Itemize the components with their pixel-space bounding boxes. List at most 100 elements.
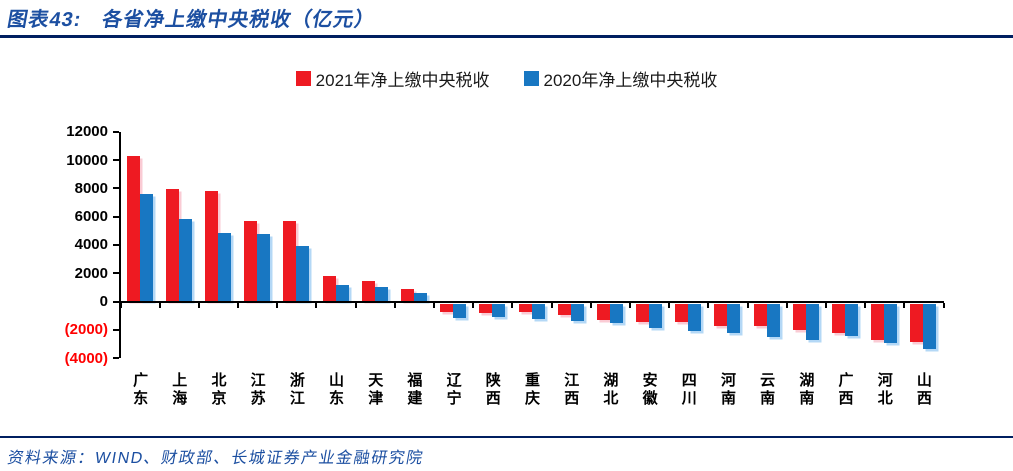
legend-label-2020: 2020年净上缴中央税收 — [543, 71, 718, 90]
bar-2020-北京 — [217, 232, 231, 302]
bar-2021-天津 — [361, 280, 375, 302]
y-axis-tick-label: 10000 — [66, 151, 108, 169]
x-axis-label-河北: 河北 — [875, 372, 893, 408]
bar-2021-江西 — [557, 303, 571, 316]
x-axis-tick — [237, 303, 240, 308]
bar-2021-北京 — [204, 191, 218, 302]
x-axis-tick — [668, 303, 671, 308]
x-axis-label-江苏: 江苏 — [248, 372, 266, 408]
bar-2020-广东 — [139, 193, 153, 302]
y-axis-tick — [113, 243, 119, 246]
legend-label-2021: 2021年净上缴中央税收 — [315, 71, 490, 90]
bar-2021-河北 — [871, 303, 885, 340]
legend-swatch-blue — [523, 71, 539, 86]
y-axis-tick — [113, 215, 119, 218]
y-axis-tick — [113, 187, 119, 190]
y-axis-tick — [113, 272, 119, 275]
source-note: 资料来源：WIND、财政部、长城证券产业金融研究院 — [6, 444, 426, 468]
bar-2021-湖南 — [792, 303, 806, 331]
x-axis-label-辽宁: 辽宁 — [444, 372, 462, 408]
bar-2021-四川 — [675, 303, 689, 322]
x-axis-label-广东: 广东 — [131, 372, 149, 408]
bar-2020-山西 — [923, 303, 937, 350]
y-axis-tick-label: (2000) — [64, 321, 108, 339]
bar-2021-云南 — [753, 303, 767, 327]
x-axis-label-重庆: 重庆 — [523, 372, 540, 408]
x-axis-line — [118, 300, 944, 303]
x-axis-tick — [942, 303, 945, 308]
y-axis-tick-label: 8000 — [74, 179, 108, 197]
x-axis-label-天津: 天津 — [366, 372, 384, 408]
y-axis-tick-label: 4000 — [74, 236, 108, 254]
x-axis-tick — [197, 303, 200, 308]
title-divider — [0, 35, 1013, 38]
x-axis-tick — [472, 303, 475, 308]
bar-2020-湖北 — [609, 303, 623, 324]
bar-2020-湖南 — [805, 303, 819, 341]
bar-2021-重庆 — [518, 303, 532, 313]
x-axis-label-浙江: 浙江 — [287, 372, 305, 408]
y-axis-tick — [113, 357, 119, 360]
x-axis-label-北京: 北京 — [209, 372, 227, 408]
x-axis-tick — [550, 303, 553, 308]
x-axis-label-四川: 四川 — [679, 372, 697, 408]
legend-item-2021: 2021年净上缴中央税收 — [295, 66, 490, 91]
y-axis-tick-label: 0 — [99, 293, 108, 310]
bar-2021-湖北 — [596, 303, 610, 321]
x-axis-label-湖北: 湖北 — [601, 372, 619, 408]
bar-2021-安徽 — [636, 303, 650, 322]
bar-2020-广西 — [845, 303, 859, 337]
x-axis-tick — [903, 303, 906, 308]
x-axis-label-湖南: 湖南 — [797, 372, 815, 408]
x-axis-tick — [393, 303, 396, 308]
x-axis-label-云南: 云南 — [758, 372, 776, 408]
x-axis-tick — [864, 303, 867, 308]
bar-2020-浙江 — [296, 245, 310, 302]
x-axis-tick — [707, 303, 710, 308]
x-axis-tick — [824, 303, 827, 308]
bar-2021-福建 — [400, 288, 414, 302]
x-axis-tick — [354, 303, 357, 308]
x-axis-tick — [315, 303, 318, 308]
x-axis-label-河南: 河南 — [718, 372, 736, 408]
x-axis-label-广西: 广西 — [836, 372, 854, 408]
bar-2020-河北 — [884, 303, 898, 344]
x-axis-label-山东: 山东 — [327, 372, 345, 408]
x-axis-label-上海: 上海 — [170, 372, 188, 408]
bar-2021-江苏 — [244, 220, 258, 302]
source-note-text: 资料来源：WIND、财政部、长城证券产业金融研究院 — [6, 450, 426, 467]
y-axis-tick — [113, 130, 119, 133]
bar-2020-上海 — [178, 219, 192, 302]
legend-item-2020: 2020年净上缴中央税收 — [523, 66, 718, 91]
bar-2021-广西 — [832, 303, 846, 333]
x-axis-tick — [785, 303, 788, 308]
x-axis-tick — [589, 303, 592, 308]
x-axis-label-山西: 山西 — [914, 372, 932, 408]
y-axis-tick-label: 6000 — [74, 208, 108, 226]
bar-2020-天津 — [374, 286, 388, 302]
y-axis-tick — [113, 159, 119, 161]
x-axis-label-江西: 江西 — [562, 372, 580, 408]
y-axis-tick — [113, 328, 119, 331]
bar-2020-重庆 — [531, 303, 545, 320]
bar-2021-上海 — [165, 189, 179, 302]
chart-legend: 2021年净上缴中央税收 2020年净上缴中央税收 — [0, 66, 1013, 91]
bar-2020-福建 — [413, 292, 427, 302]
x-axis-tick — [433, 303, 436, 308]
bar-2021-山西 — [910, 303, 924, 342]
x-axis-tick — [119, 303, 122, 308]
y-axis-tick-label: (4000) — [64, 349, 108, 367]
bar-2021-辽宁 — [440, 303, 454, 312]
bar-2020-安徽 — [649, 303, 663, 328]
bar-2021-广东 — [126, 155, 140, 302]
bar-2020-云南 — [766, 303, 780, 338]
bar-2021-陕西 — [479, 303, 493, 314]
x-axis-tick — [746, 303, 749, 308]
bar-2020-江苏 — [257, 234, 271, 302]
bar-2020-江西 — [570, 303, 584, 322]
x-axis-tick — [158, 303, 161, 308]
y-axis-tick-label: 12000 — [66, 123, 108, 141]
x-axis-tick — [628, 303, 631, 308]
footer-divider — [0, 436, 1013, 438]
